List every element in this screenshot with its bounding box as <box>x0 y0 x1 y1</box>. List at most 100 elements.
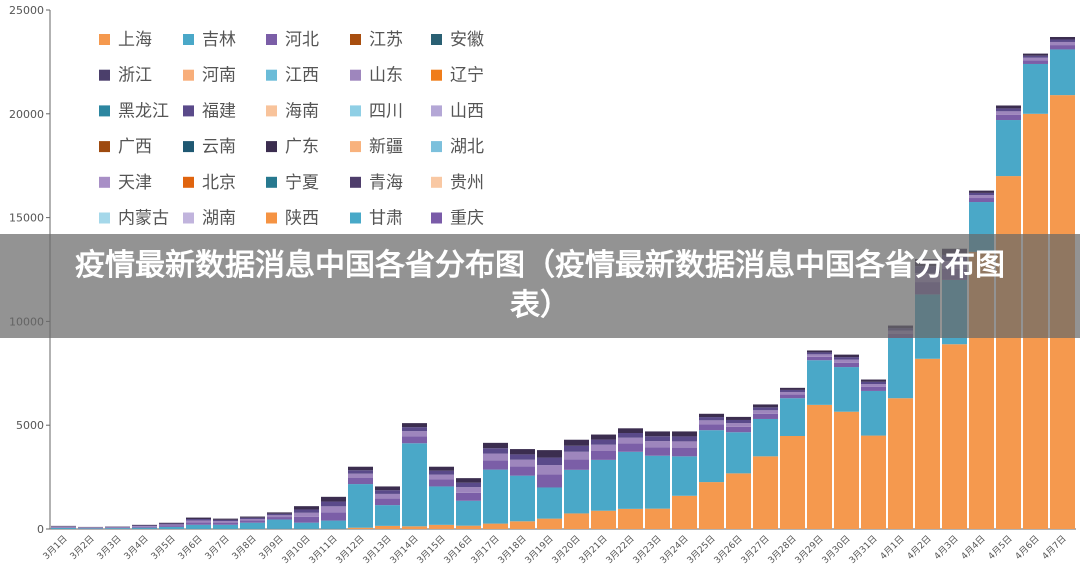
bar-segment <box>591 444 616 452</box>
x-tick-label: 4月2日 <box>905 533 934 562</box>
legend-swatch <box>350 69 361 81</box>
legend-swatch <box>350 212 361 224</box>
x-tick-label: 3月2日 <box>68 533 97 562</box>
legend-swatch <box>183 34 194 45</box>
bar-segment <box>159 523 184 525</box>
x-tick-label: 3月5日 <box>149 533 178 562</box>
bar-segment <box>807 404 832 529</box>
legend-swatch <box>266 69 277 81</box>
bar-segment <box>699 420 724 425</box>
bar-segment <box>861 384 886 387</box>
bar-segment <box>159 522 184 524</box>
bar-segment <box>537 518 562 529</box>
bar-segment <box>456 478 481 483</box>
bar-segment <box>348 473 373 478</box>
x-tick-label: 3月15日 <box>415 533 448 566</box>
bar-segment <box>267 519 292 529</box>
legend-label: 河南 <box>202 66 236 86</box>
legend-swatch <box>350 105 361 117</box>
bar-segment <box>861 386 886 391</box>
legend-label: 吉林 <box>202 30 236 50</box>
banner: 疫情最新数据消息中国各省分布图（疫情最新数据消息中国各省分布图表） <box>0 234 1080 338</box>
bar-segment <box>861 390 886 436</box>
bar-segment <box>375 486 400 491</box>
bar-segment <box>807 352 832 355</box>
bar-segment <box>510 454 535 460</box>
bar-segment <box>267 515 292 518</box>
bar-segment <box>942 344 967 529</box>
bar-segment <box>402 526 427 529</box>
x-tick-label: 3月20日 <box>550 533 583 566</box>
bar-segment <box>186 517 211 520</box>
bar-segment <box>348 477 373 485</box>
legend-swatch <box>431 176 442 188</box>
legend-swatch <box>431 34 442 45</box>
bar-segment <box>402 436 427 444</box>
legend-label: 河北 <box>285 30 319 50</box>
bar-segment <box>510 475 535 522</box>
bar-segment <box>537 465 562 475</box>
bar-segment <box>888 398 913 529</box>
bar-segment <box>699 417 724 421</box>
x-tick-label: 3月8日 <box>230 533 259 562</box>
bar-segment <box>645 441 670 448</box>
bar-segment <box>213 518 238 520</box>
bar-segment <box>105 528 130 529</box>
bar-segment <box>726 473 751 529</box>
x-tick-label: 3月28日 <box>766 533 799 566</box>
bar-segment <box>834 359 859 363</box>
bar-segment <box>753 404 778 408</box>
bar-segment <box>429 474 454 480</box>
bar-segment <box>618 508 643 529</box>
x-tick-label: 3月10日 <box>280 533 313 566</box>
legend-swatch <box>350 176 361 188</box>
legend-swatch <box>266 34 277 45</box>
legend-swatch <box>99 176 110 188</box>
x-tick-label: 3月26日 <box>712 533 745 566</box>
bar-segment <box>861 435 886 529</box>
bar-segment <box>618 437 643 444</box>
bar-segment <box>186 522 211 525</box>
x-tick-label: 3月17日 <box>469 533 502 566</box>
bar-segment <box>564 469 589 514</box>
bar-segment <box>1023 55 1048 58</box>
bar-segment <box>618 433 643 438</box>
bar-segment <box>1023 53 1048 56</box>
bar-segment <box>645 436 670 442</box>
bar-segment <box>240 520 265 523</box>
bar-segment <box>159 525 184 527</box>
legend-label: 山东 <box>369 66 403 86</box>
bar-segment <box>348 466 373 471</box>
bar-segment <box>132 525 157 526</box>
bar-segment <box>591 439 616 445</box>
bar-segment <box>780 387 805 390</box>
bar-segment <box>645 431 670 437</box>
banner-title: 疫情最新数据消息中国各省分布图（疫情最新数据消息中国各省分布图表） <box>75 248 1005 323</box>
bar-segment <box>510 459 535 467</box>
legend-swatch <box>183 105 194 117</box>
bar-segment <box>51 527 76 529</box>
bar-segment <box>1050 39 1075 42</box>
x-tick-label: 3月16日 <box>442 533 475 566</box>
bar-segment <box>483 469 508 524</box>
bar-segment <box>429 466 454 471</box>
legend-label: 广西 <box>118 137 152 157</box>
legend-label: 贵州 <box>450 173 484 193</box>
bar-segment <box>186 519 211 521</box>
bar-segment <box>834 367 859 412</box>
bar-segment <box>996 108 1021 112</box>
bar-segment <box>483 523 508 529</box>
bar-segment <box>240 516 265 518</box>
bar-segment <box>807 360 832 405</box>
bar-segment <box>429 524 454 529</box>
legend-label: 天津 <box>118 173 152 193</box>
x-tick-label: 3月27日 <box>739 533 772 566</box>
legend-swatch <box>266 105 277 117</box>
bar-segment <box>537 457 562 466</box>
bar-segment <box>213 522 238 525</box>
bar-segment <box>1023 57 1048 61</box>
bar-segment <box>564 459 589 470</box>
bar-segment <box>672 431 697 437</box>
bar-segment <box>591 434 616 440</box>
legend-label: 广东 <box>285 137 319 157</box>
